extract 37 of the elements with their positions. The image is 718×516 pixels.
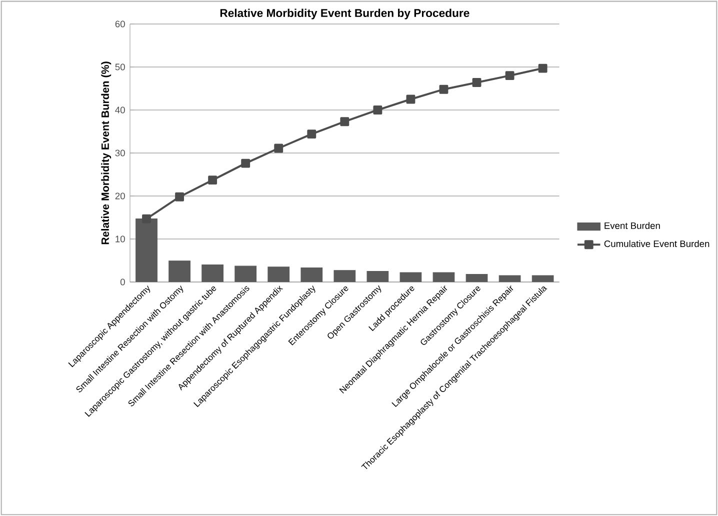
bar [268, 266, 290, 282]
point [472, 78, 482, 87]
chart-title: Relative Morbidity Event Burden by Procedure [220, 8, 470, 20]
point [538, 64, 548, 73]
point [373, 106, 382, 114]
point [175, 192, 184, 202]
bar [432, 272, 455, 282]
y-tick-label: 40 [115, 106, 125, 114]
y-tick-label: 10 [116, 236, 125, 242]
y-tick-label: 20 [115, 192, 125, 200]
bar [202, 264, 224, 282]
bar [466, 274, 488, 282]
y-tick-label: 0 [120, 278, 125, 286]
point [307, 130, 316, 139]
bar [136, 218, 158, 282]
legend-label: Cumulative Event Burden [604, 240, 710, 248]
y-tick-label: 50 [115, 64, 125, 70]
point [439, 84, 448, 94]
bar [532, 275, 554, 282]
bar [234, 266, 257, 282]
bar [366, 270, 389, 282]
point [505, 71, 514, 80]
point [142, 214, 151, 224]
point [241, 158, 250, 168]
bar [168, 260, 190, 282]
point [274, 144, 284, 153]
bar [300, 268, 323, 282]
point [340, 117, 350, 126]
y-tick-label: 60 [115, 20, 125, 28]
y-axis-title: Relative Morbidity Event Burden (%) [101, 62, 112, 244]
y-tick-label: 30 [115, 150, 125, 156]
point [406, 94, 416, 104]
bar [498, 275, 521, 282]
bar [400, 272, 422, 282]
bar [334, 270, 356, 282]
point [208, 176, 218, 185]
legend-label: Event Burden [604, 222, 660, 229]
